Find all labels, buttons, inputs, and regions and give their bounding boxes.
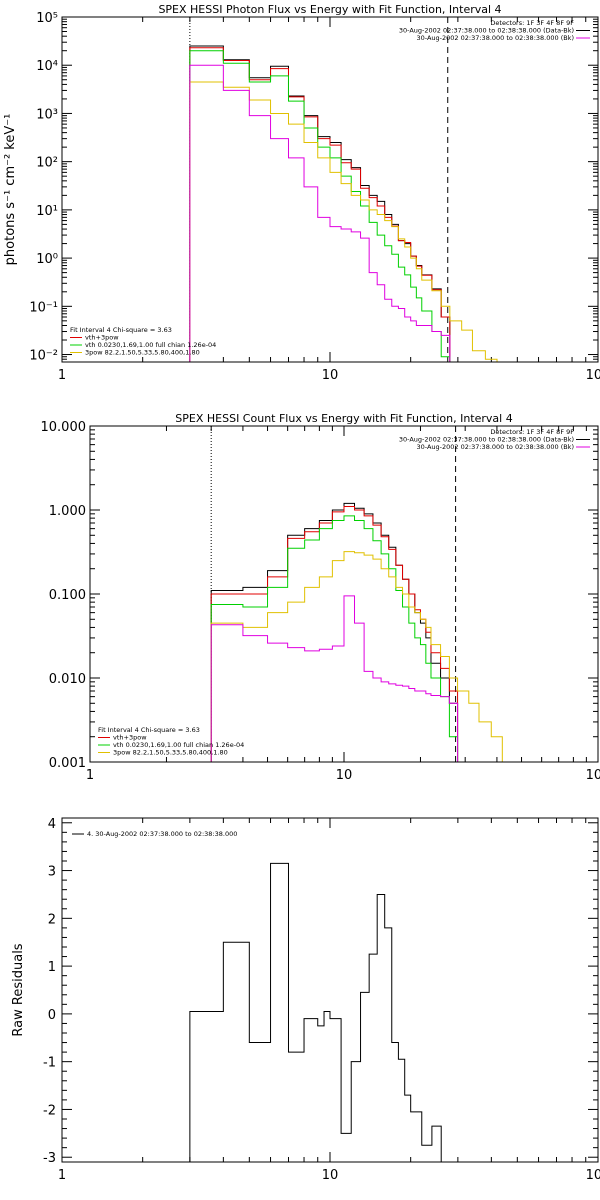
y-tick-label: 10² <box>36 156 58 171</box>
series-line-1 <box>189 45 451 362</box>
y-axis-label: Raw Residuals <box>11 943 26 1036</box>
legend-entry: vth 0.0230,1.69,1.00 full chian 1.26e-04 <box>85 341 216 349</box>
panel-1: SPEX HESSI Photon Flux vs Energy with Fi… <box>3 3 600 383</box>
series-line-2 <box>189 47 451 362</box>
panel-3: 1 10 100 -3 -2 -1 0 1 2 3 4 Raw Residuals 4. 30-Aug-… <box>11 817 600 1183</box>
plot-frame <box>89 425 599 763</box>
header-line: Detectors: 1F 3F 4F 8F 9F <box>490 428 574 436</box>
legend-entry: 3pow 82.2,1.50,5.33,5.80,400,1.80 <box>113 749 228 757</box>
y-tick-label: 0.100 <box>49 588 86 603</box>
y-tick-label: 10⁵ <box>36 11 58 26</box>
y-tick-label: -3 <box>43 1151 56 1166</box>
y-tick-label: 10⁰ <box>36 252 58 267</box>
header-line: 30-Aug-2002 02:37:38.000 to 02:38:38.000… <box>399 436 574 444</box>
legend-title: Fit Interval 4 Chi-square = 3.63 <box>70 326 172 334</box>
y-tick-label: 0.010 <box>49 672 86 687</box>
y-tick-label: 3 <box>48 865 56 880</box>
series-line-4 <box>189 81 508 362</box>
plot-frame <box>61 817 599 1163</box>
series-line-5 <box>210 595 459 762</box>
x-tick-label: 1 <box>86 768 94 783</box>
y-axis-label: photons s⁻¹ cm⁻² keV⁻¹ <box>3 114 18 266</box>
legend-entry: vth+3pow <box>113 734 147 742</box>
series-line-2 <box>210 506 459 762</box>
legend-entry: 4. 30-Aug-2002 02:37:38.000 to 02:38:38.… <box>87 830 237 838</box>
header-line: 30-Aug-2002 02:37:38.000 to 02:38:38.000… <box>417 34 574 42</box>
header-line: 30-Aug-2002 02:37:38.000 to 02:38:38.000… <box>417 443 574 451</box>
y-tick-label: 10⁻¹ <box>29 300 58 315</box>
x-tick-label: 10 <box>322 368 339 383</box>
legend-entry: vth 0.0230,1.69,1.00 full chian 1.26e-04 <box>113 741 244 749</box>
y-tick-label: 4 <box>48 817 56 832</box>
y-tick-label: 10¹ <box>36 204 58 219</box>
x-tick-label: 1 <box>58 368 66 383</box>
y-tick-label: 1 <box>48 960 56 975</box>
x-tick-label: 10 <box>322 1168 339 1183</box>
y-tick-label: 1.000 <box>49 504 86 519</box>
series-line-1 <box>210 502 459 762</box>
y-tick-label: 10⁻² <box>29 349 58 364</box>
chart-title: SPEX HESSI Photon Flux vs Energy with Fi… <box>158 3 501 16</box>
y-tick-label: 2 <box>48 912 56 927</box>
y-tick-label: 10³ <box>36 107 58 122</box>
series-line-3 <box>189 50 451 362</box>
series-line-3 <box>210 515 459 762</box>
x-tick-label: 100 <box>586 1168 600 1183</box>
y-tick-label: -2 <box>43 1103 56 1118</box>
x-tick-label: 100 <box>586 368 600 383</box>
y-tick-label: 0.001 <box>49 756 86 771</box>
y-tick-label: 10.000 <box>41 420 87 435</box>
x-tick-label: 100 <box>586 768 600 783</box>
legend-entry: vth+3pow <box>85 334 119 342</box>
x-tick-label: 10 <box>336 768 353 783</box>
x-tick-label: 1 <box>58 1168 66 1183</box>
legend-entry: 3pow 82.2,1.50,5.33,5.80,400,1.80 <box>85 349 200 357</box>
header-line: 30-Aug-2002 02:37:38.000 to 02:38:38.000… <box>399 27 574 35</box>
series-line-1 <box>189 862 450 1162</box>
y-tick-label: 10⁴ <box>36 59 58 74</box>
plot-frame <box>61 16 599 363</box>
series-line-4 <box>210 551 513 762</box>
chart-title: SPEX HESSI Count Flux vs Energy with Fit… <box>175 412 512 425</box>
legend-title: Fit Interval 4 Chi-square = 3.63 <box>98 726 200 734</box>
y-tick-label: 0 <box>48 1008 56 1023</box>
series-line-5 <box>189 64 451 362</box>
header-line: Detectors: 1F 3F 4F 8F 9F <box>490 19 574 27</box>
panel-2: SPEX HESSI Count Flux vs Energy with Fit… <box>41 412 600 783</box>
y-tick-label: -1 <box>43 1056 56 1071</box>
